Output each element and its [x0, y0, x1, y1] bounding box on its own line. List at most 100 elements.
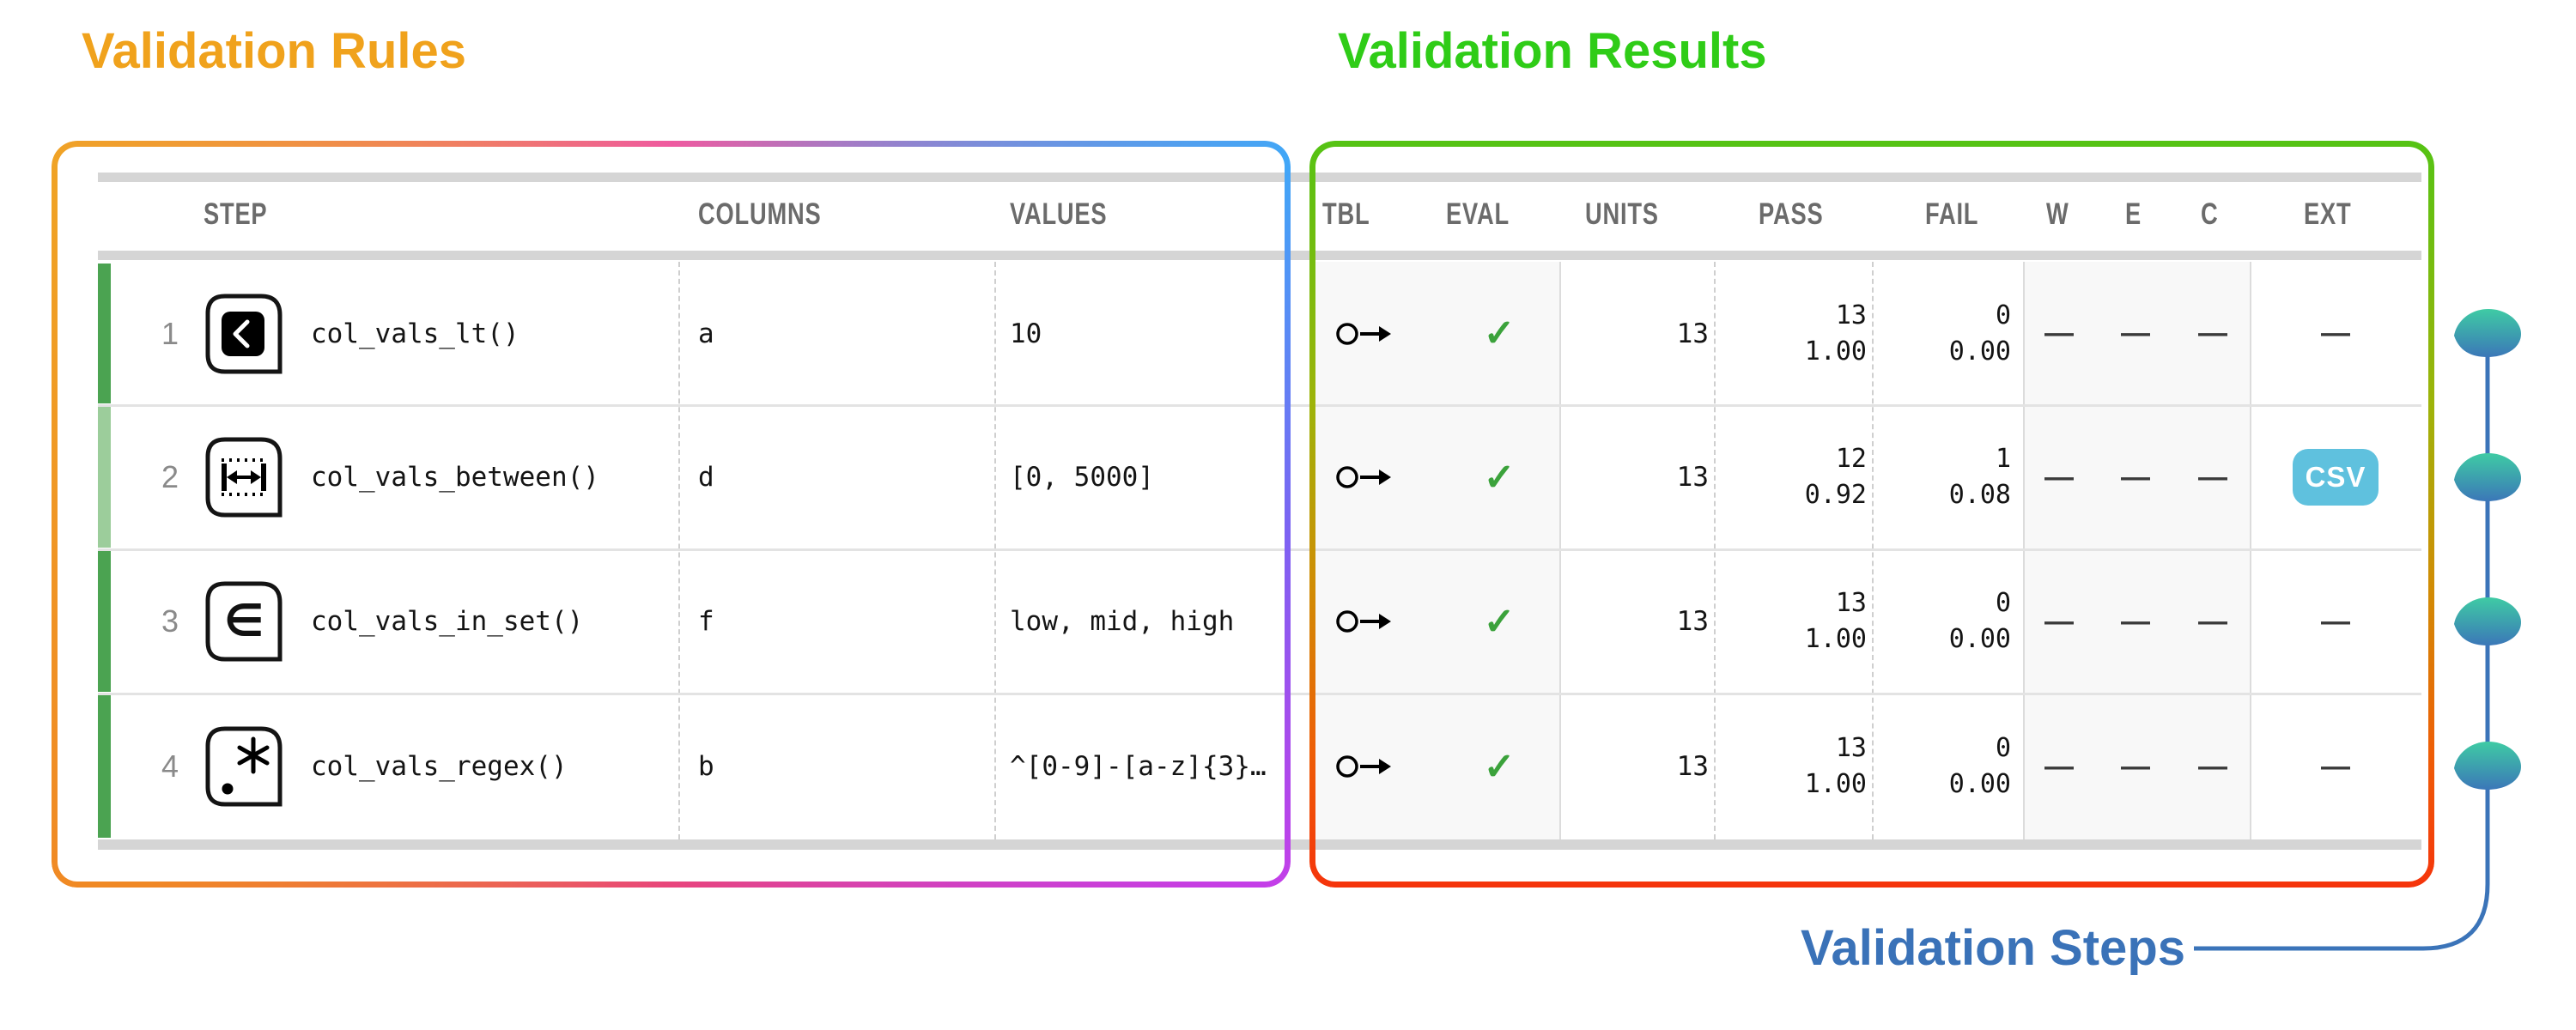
pass-count: 12 [1835, 444, 1867, 474]
units-cell: 13 [1676, 318, 1709, 349]
row-separator [98, 404, 2421, 407]
status-strip [98, 551, 111, 692]
fail-count: 0 [1995, 300, 2011, 330]
fail-count: 1 [1995, 444, 2011, 474]
header-columns: COLUMNS [698, 197, 822, 231]
w-cell: — [2044, 749, 2074, 783]
header-pass: PASS [1759, 197, 1824, 231]
circle-arrow-icon [1331, 549, 1398, 694]
element-of-icon: ∈ [204, 549, 283, 694]
ext-cell: — [2321, 749, 2350, 783]
status-strip [98, 407, 111, 548]
table-row: 4 col_vals_regex() b ^[0-9]-[a-z]{3}… ✓ … [0, 694, 2576, 839]
c-cell: — [2198, 749, 2227, 783]
w-cell: — [2044, 460, 2074, 494]
table-bottom-bar [98, 839, 2421, 850]
steps-connector-line [2194, 309, 2521, 951]
eval-check-icon: ✓ [1483, 600, 1516, 643]
fail-fraction: 0.00 [1948, 336, 2011, 367]
step-number: 4 [161, 748, 179, 784]
eval-check-icon: ✓ [1483, 312, 1516, 354]
header-step: STEP [204, 197, 268, 231]
eval-check-icon: ✓ [1483, 745, 1516, 788]
pass-fraction: 1.00 [1804, 624, 1867, 654]
c-cell: — [2198, 460, 2227, 494]
w-cell: — [2044, 604, 2074, 638]
header-ext: EXT [2304, 197, 2352, 231]
table-row: 3 ∈ col_vals_in_set() f low, mid, high ✓… [0, 549, 2576, 694]
pass-cell: 13 1.00 [1740, 549, 1867, 694]
units-cell: 13 [1676, 751, 1709, 782]
pass-cell: 13 1.00 [1740, 262, 1867, 405]
pass-cell: 12 0.92 [1740, 405, 1867, 549]
e-cell: — [2121, 460, 2150, 494]
header-e: E [2125, 197, 2142, 231]
columns-cell: f [698, 606, 714, 637]
ext-cell: — [2321, 317, 2350, 349]
eval-check-icon: ✓ [1483, 456, 1516, 499]
pass-fraction: 0.92 [1804, 480, 1867, 510]
header-c: C [2201, 197, 2219, 231]
fail-fraction: 0.08 [1948, 480, 2011, 510]
pass-count: 13 [1835, 588, 1867, 618]
e-cell: — [2121, 749, 2150, 783]
pass-cell: 13 1.00 [1740, 694, 1867, 839]
fail-cell: 0 0.00 [1889, 694, 2011, 839]
fail-cell: 1 0.08 [1889, 405, 2011, 549]
step-number: 1 [161, 315, 179, 351]
pass-fraction: 1.00 [1804, 336, 1867, 367]
header-fail: FAIL [1925, 197, 1979, 231]
fail-cell: 0 0.00 [1889, 262, 2011, 405]
less-than-icon [204, 262, 283, 405]
columns-cell: d [698, 462, 714, 493]
c-cell: — [2198, 317, 2227, 349]
values-cell: low, mid, high [1010, 606, 1235, 637]
step-marker-icon [2454, 453, 2521, 501]
row-separator [98, 548, 2421, 551]
function-name: col_vals_regex() [311, 751, 568, 782]
ext-cell: CSV [2284, 405, 2387, 549]
step-marker-icon [2454, 597, 2521, 645]
step-number: 2 [161, 459, 179, 494]
circle-arrow-icon [1331, 262, 1398, 405]
csv-badge[interactable]: CSV [2293, 449, 2379, 506]
table-top-bar [98, 173, 2421, 182]
values-cell: [0, 5000] [1010, 462, 1154, 493]
values-cell: ^[0-9]-[a-z]{3}… [1010, 751, 1267, 782]
pass-count: 13 [1835, 300, 1867, 330]
function-name: col_vals_between() [311, 462, 599, 493]
results-section-title: Validation Results [1338, 23, 1767, 79]
status-strip [98, 695, 111, 838]
status-strip [98, 264, 111, 403]
fail-count: 0 [1995, 588, 2011, 618]
steps-label: Validation Steps [1801, 920, 2185, 976]
circle-arrow-icon [1331, 405, 1398, 549]
element-of-glyph: ∈ [224, 596, 264, 647]
step-marker-icon [2454, 742, 2521, 790]
fail-cell: 0 0.00 [1889, 549, 2011, 694]
header-divider-bar [98, 251, 2421, 260]
step-number: 3 [161, 603, 179, 639]
header-w: W [2046, 197, 2069, 231]
fail-count: 0 [1995, 733, 2011, 763]
step-marker-icon [2454, 309, 2521, 357]
w-cell: — [2044, 317, 2074, 349]
fail-fraction: 0.00 [1948, 769, 2011, 799]
circle-arrow-icon [1331, 694, 1398, 839]
table-row: 1 col_vals_lt() a 10 ✓ 13 13 1.00 0 0.0 [0, 262, 2576, 405]
pass-fraction: 1.00 [1804, 769, 1867, 799]
columns-cell: b [698, 751, 714, 782]
rules-section-title: Validation Rules [82, 23, 466, 79]
table-row: 2 col_vals_between() d [0, 5000] ✓ [0, 405, 2576, 549]
fail-fraction: 0.00 [1948, 624, 2011, 654]
units-cell: 13 [1676, 606, 1709, 637]
e-cell: — [2121, 317, 2150, 349]
pass-count: 13 [1835, 733, 1867, 763]
columns-cell: a [698, 318, 714, 349]
function-name: col_vals_lt() [311, 318, 519, 349]
values-cell: 10 [1010, 318, 1042, 349]
c-cell: — [2198, 604, 2227, 638]
e-cell: — [2121, 604, 2150, 638]
header-eval: EVAL [1446, 197, 1510, 231]
